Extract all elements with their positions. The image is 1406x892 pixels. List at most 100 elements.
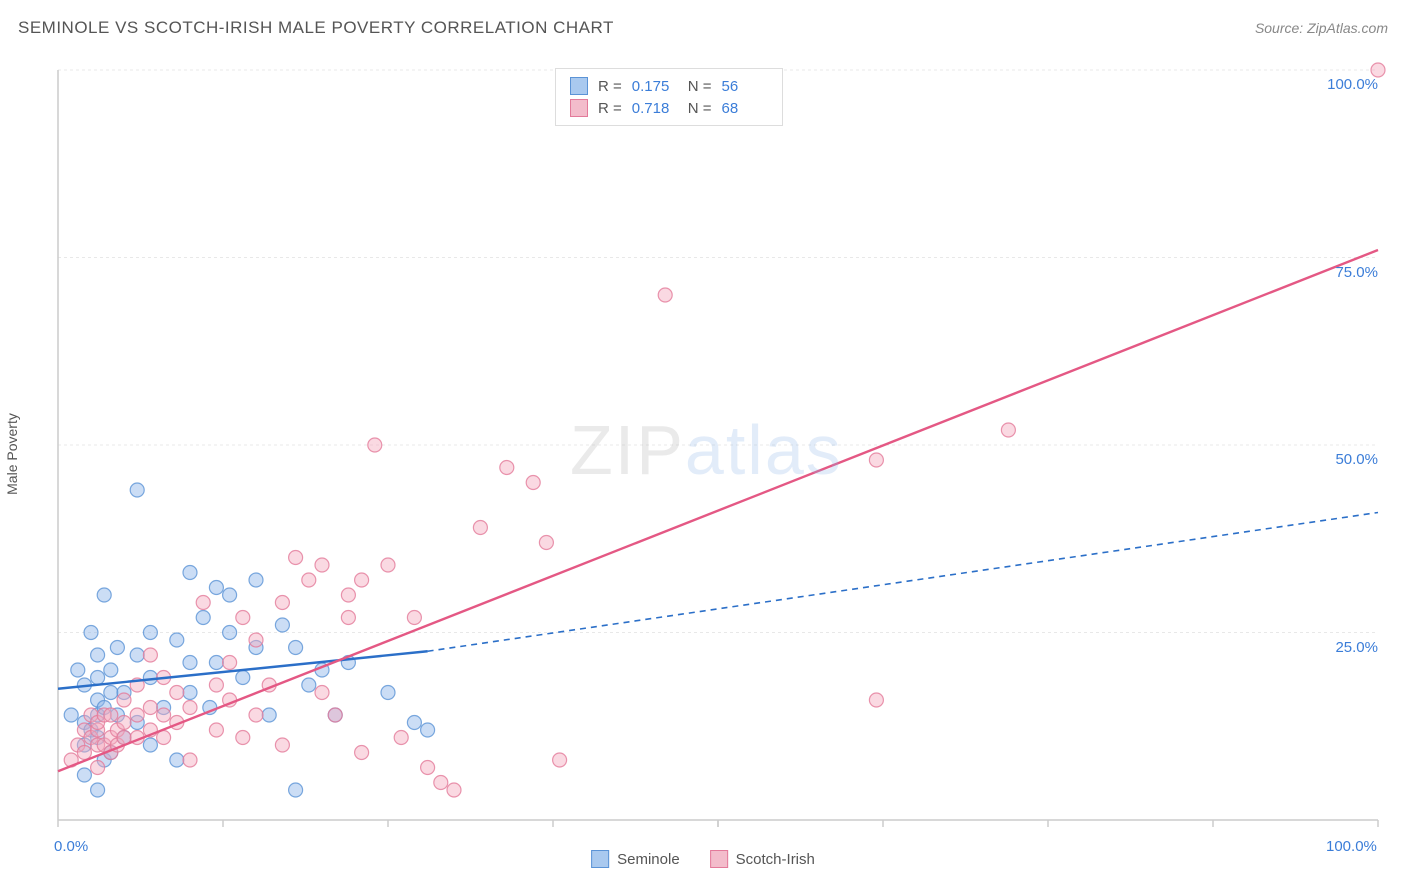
y-tick-label: 75.0%	[1318, 264, 1378, 281]
r-value: 0.718	[632, 100, 678, 117]
n-label: N =	[688, 78, 712, 95]
source-label: Source: ZipAtlas.com	[1255, 20, 1388, 36]
legend-item: Seminole	[591, 850, 680, 868]
scatter-point	[447, 783, 461, 797]
scatter-point	[236, 731, 250, 745]
r-label: R =	[598, 100, 622, 117]
legend-swatch	[570, 77, 588, 95]
scatter-point	[91, 761, 105, 775]
scatter-point	[394, 731, 408, 745]
scatter-point	[104, 686, 118, 700]
scatter-point	[553, 753, 567, 767]
scatter-point	[143, 738, 157, 752]
scatter-point	[196, 596, 210, 610]
scatter-point	[289, 783, 303, 797]
scatter-point	[381, 686, 395, 700]
scatter-point	[500, 461, 514, 475]
scatter-point	[91, 783, 105, 797]
scatter-point	[97, 588, 111, 602]
scatter-point	[104, 663, 118, 677]
scatter-point	[84, 626, 98, 640]
x-tick-label: 0.0%	[54, 838, 88, 855]
scatter-point	[315, 686, 329, 700]
scatter-point	[77, 768, 91, 782]
scatter-point	[1001, 423, 1015, 437]
scatter-point	[355, 746, 369, 760]
scatter-point	[275, 618, 289, 632]
scatter-point	[130, 708, 144, 722]
scatter-point	[249, 633, 263, 647]
scatter-point	[328, 708, 342, 722]
scatter-point	[71, 663, 85, 677]
scatter-point	[434, 776, 448, 790]
scatter-point	[236, 611, 250, 625]
scatter-point	[262, 708, 276, 722]
scatter-point	[355, 573, 369, 587]
scatter-point	[183, 753, 197, 767]
scatter-point	[130, 483, 144, 497]
scatter-point	[275, 596, 289, 610]
scatter-point	[183, 566, 197, 580]
scatter-point	[64, 708, 78, 722]
scatter-point	[223, 626, 237, 640]
scatter-point	[209, 581, 223, 595]
legend-label: Seminole	[617, 851, 680, 868]
scatter-point	[91, 648, 105, 662]
y-tick-label: 25.0%	[1318, 639, 1378, 656]
scatter-point	[117, 693, 131, 707]
scatter-point	[170, 753, 184, 767]
scatter-point	[1371, 63, 1385, 77]
scatter-point	[143, 701, 157, 715]
scatter-point	[407, 716, 421, 730]
r-value: 0.175	[632, 78, 678, 95]
scatter-point	[110, 641, 124, 655]
scatter-point	[236, 671, 250, 685]
scatter-point	[223, 656, 237, 670]
x-tick-label: 100.0%	[1326, 838, 1377, 855]
scatter-point	[117, 716, 131, 730]
scatter-point	[183, 701, 197, 715]
scatter-point	[143, 648, 157, 662]
legend-stats-row: R =0.718N =68	[570, 97, 768, 119]
y-tick-label: 50.0%	[1318, 451, 1378, 468]
scatter-point	[209, 656, 223, 670]
scatter-point	[209, 678, 223, 692]
legend-item: Scotch-Irish	[710, 850, 815, 868]
r-label: R =	[598, 78, 622, 95]
scatter-point	[473, 521, 487, 535]
scatter-point	[157, 708, 171, 722]
scatter-point	[223, 588, 237, 602]
n-value: 56	[722, 78, 768, 95]
legend-stats: R =0.175N =56R =0.718N =68	[555, 68, 783, 126]
scatter-point	[249, 708, 263, 722]
scatter-point	[130, 648, 144, 662]
scatter-point	[421, 761, 435, 775]
scatter-point	[289, 641, 303, 655]
legend-stats-row: R = 0.175 N = 56	[570, 75, 768, 97]
scatter-point	[183, 656, 197, 670]
scatter-point	[539, 536, 553, 550]
scatter-point	[209, 723, 223, 737]
scatter-point	[658, 288, 672, 302]
scatter-point	[381, 558, 395, 572]
scatter-point	[183, 686, 197, 700]
scatter-point	[421, 723, 435, 737]
legend-label: Scotch-Irish	[736, 851, 815, 868]
scatter-point	[143, 671, 157, 685]
scatter-point	[869, 453, 883, 467]
scatter-point	[104, 708, 118, 722]
scatter-point	[77, 746, 91, 760]
y-axis-label: Male Poverty	[4, 413, 20, 495]
scatter-point	[341, 611, 355, 625]
scatter-point	[143, 626, 157, 640]
scatter-point	[526, 476, 540, 490]
scatter-point	[302, 573, 316, 587]
scatter-point	[170, 633, 184, 647]
scatter-point	[289, 551, 303, 565]
scatter-point	[91, 671, 105, 685]
scatter-point	[368, 438, 382, 452]
scatter-point	[407, 611, 421, 625]
scatter-point	[196, 611, 210, 625]
n-value: 68	[722, 100, 768, 117]
trend-line-extrapolated	[428, 513, 1378, 652]
